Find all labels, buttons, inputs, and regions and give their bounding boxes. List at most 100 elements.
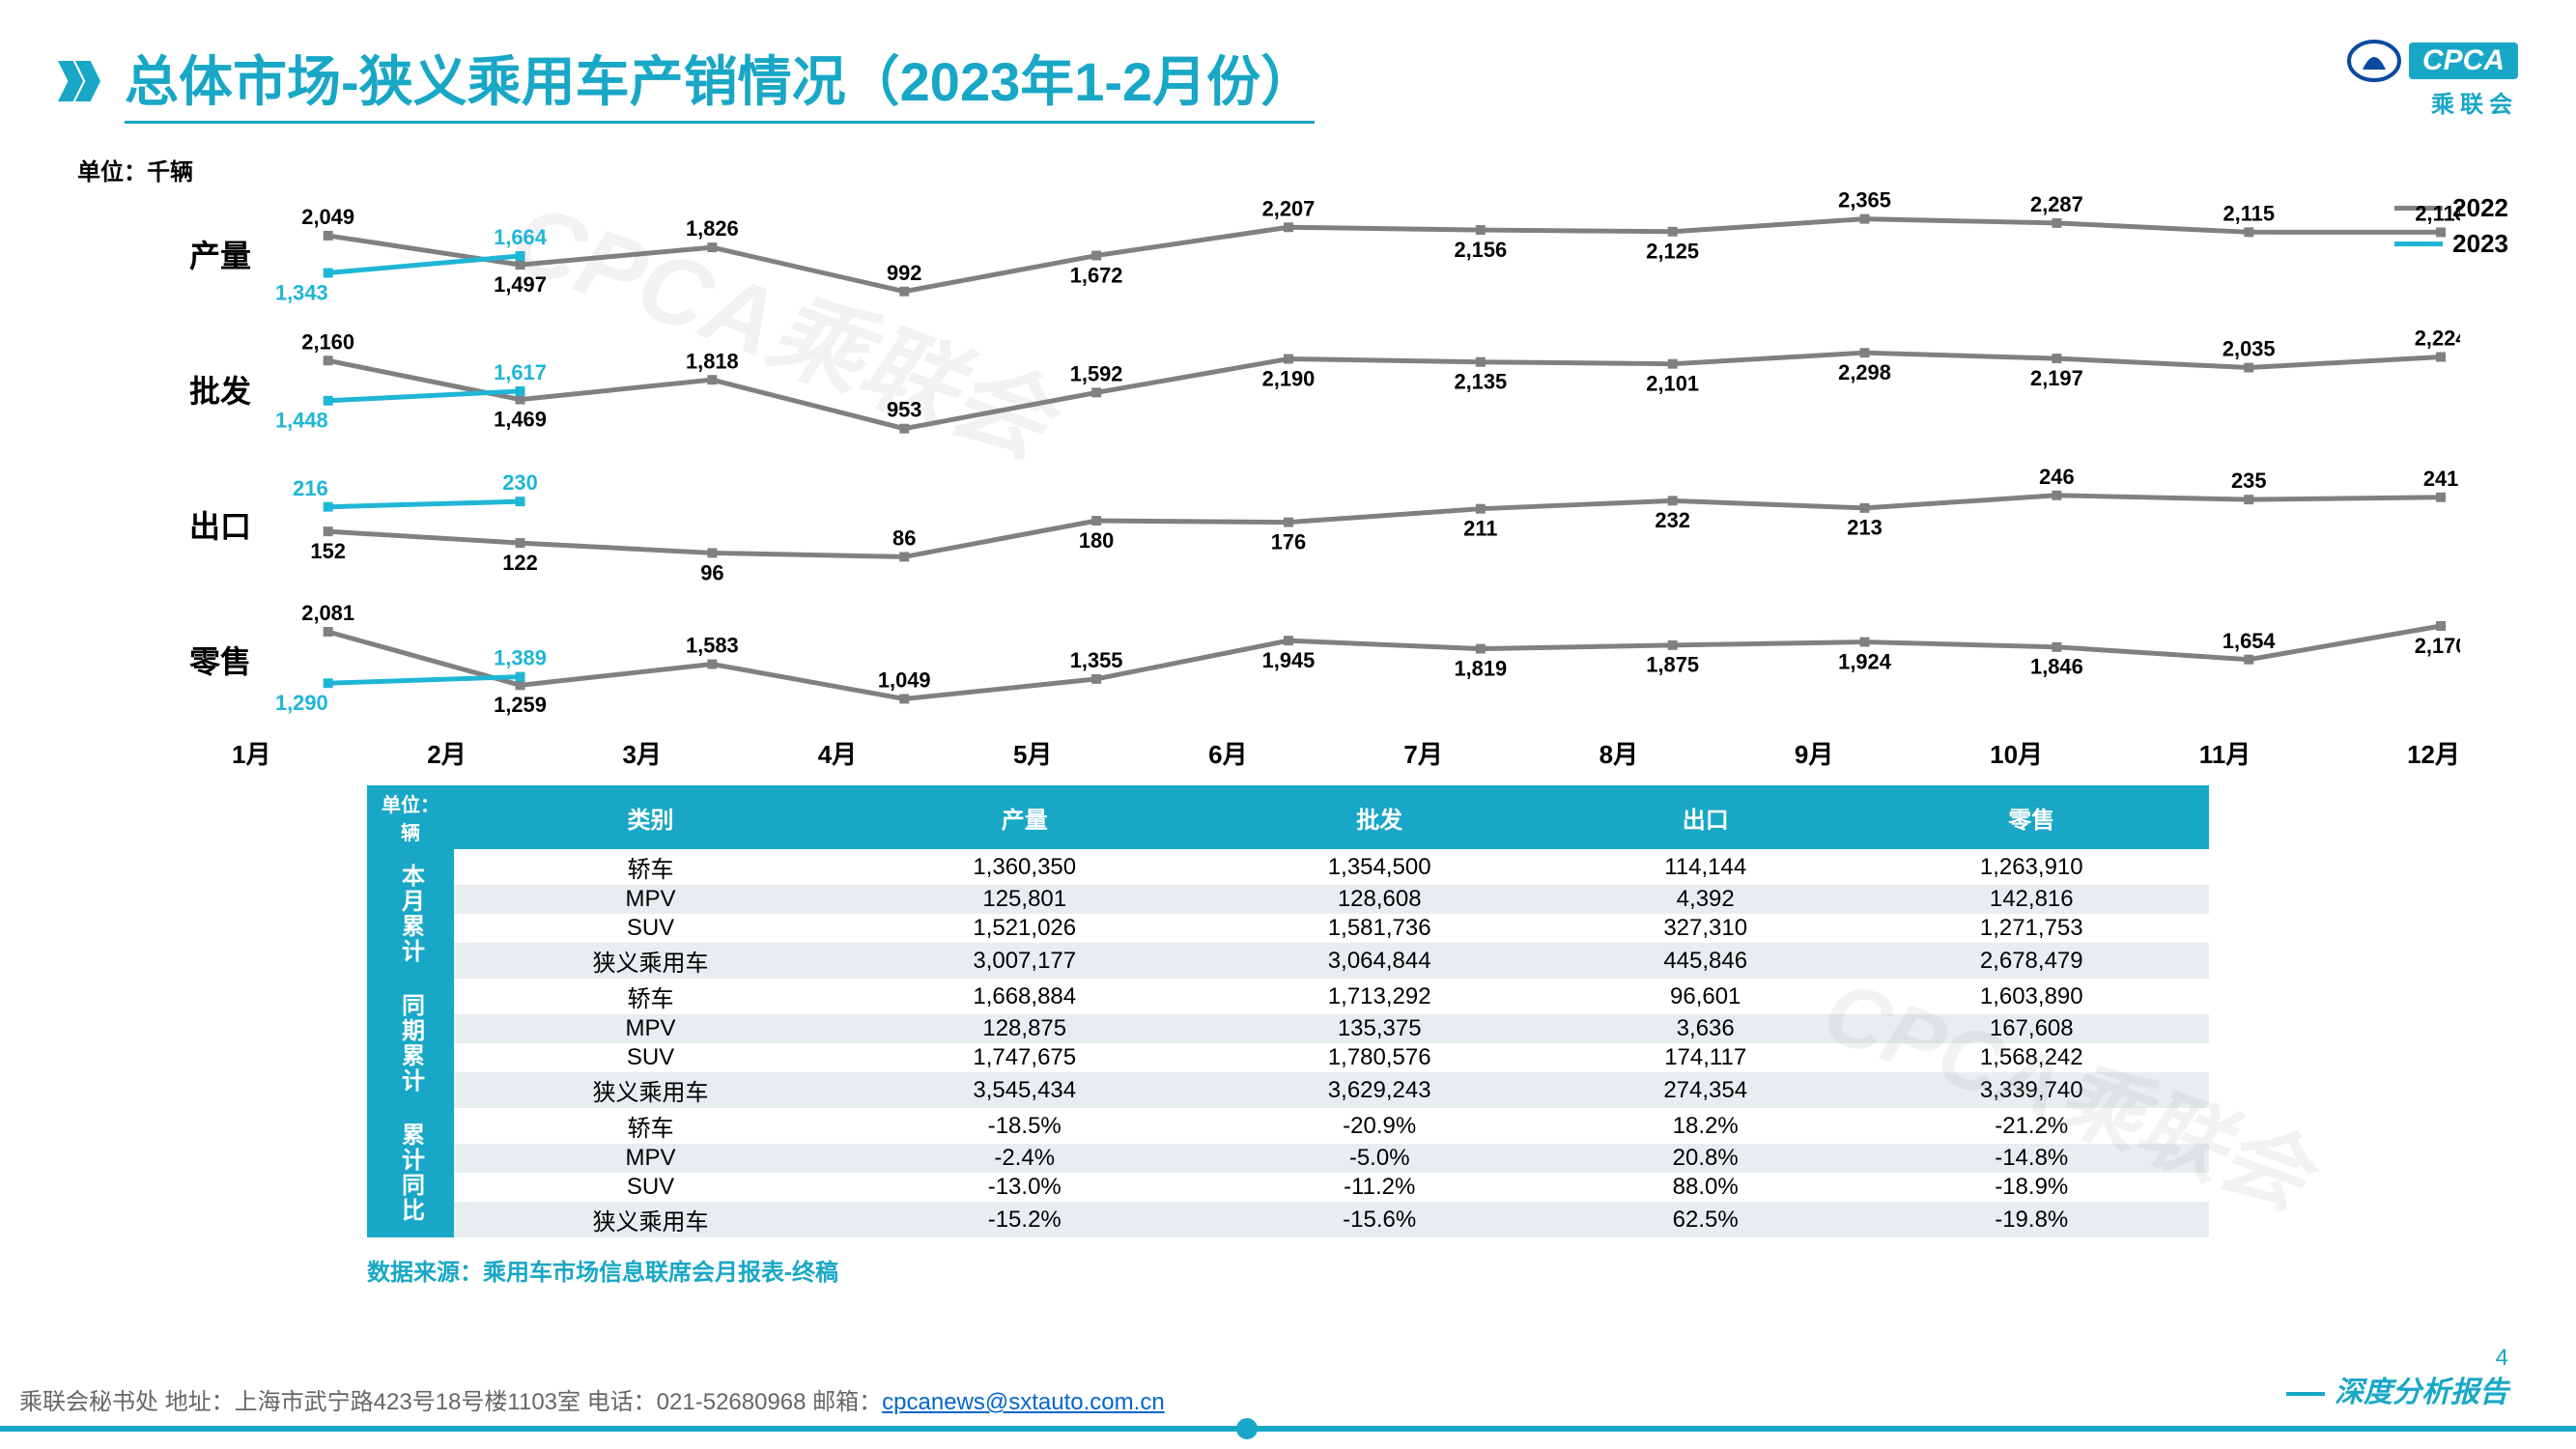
table-header: 产量 — [847, 785, 1202, 849]
svg-text:1,448: 1,448 — [275, 409, 328, 433]
svg-text:2,207: 2,207 — [1262, 196, 1316, 220]
svg-text:232: 232 — [1655, 508, 1689, 532]
svg-text:2,190: 2,190 — [1262, 366, 1316, 390]
table-cell: 3,636 — [1557, 1014, 1854, 1043]
table-cell: 轿车 — [454, 1108, 847, 1144]
svg-text:122: 122 — [502, 551, 537, 575]
table-cell: 18.2% — [1557, 1108, 1854, 1144]
month-label: 4月 — [818, 735, 857, 771]
svg-text:2,115: 2,115 — [2223, 201, 2276, 225]
table-cell: 1,271,753 — [1854, 914, 2209, 943]
table-cell: MPV — [454, 1014, 847, 1043]
table-cell: 135,375 — [1202, 1014, 1556, 1043]
svg-text:1,654: 1,654 — [2222, 629, 2277, 653]
table-cell: -2.4% — [847, 1144, 1202, 1173]
svg-text:246: 246 — [2039, 465, 2074, 489]
chart-area: 产量2,0491,4971,8269921,6722,2072,1562,125… — [174, 186, 2460, 766]
svg-text:2,287: 2,287 — [2030, 192, 2083, 216]
svg-text:241: 241 — [2423, 467, 2458, 491]
month-label: 8月 — [1599, 735, 1638, 771]
svg-text:2,170: 2,170 — [2415, 634, 2460, 658]
table-cell: 3,339,740 — [1854, 1072, 2209, 1108]
table-cell: 狭义乘用车 — [454, 1072, 847, 1108]
footer-email[interactable]: cpcanews@sxtauto.com.cn — [882, 1389, 1165, 1415]
table-cell: 3,064,844 — [1202, 943, 1556, 979]
table-cell: MPV — [454, 1144, 847, 1173]
data-table: 单位：辆类别产量批发出口零售本月累计轿车1,360,3501,354,50011… — [367, 785, 2209, 1237]
footer-left: 乘联会秘书处 地址：上海市武宁路423号18号楼1103室 电话：021-526… — [19, 1382, 1165, 1416]
table-cell: 114,144 — [1557, 849, 1854, 885]
logo: CPCA 乘联会 — [2345, 39, 2518, 119]
svg-text:1,497: 1,497 — [494, 272, 547, 297]
table-cell: MPV — [454, 885, 847, 914]
chart-unit: 单位：千辆 — [77, 153, 2518, 186]
table-cell: SUV — [454, 914, 847, 943]
table-cell: 3,629,243 — [1202, 1072, 1556, 1108]
month-label: 7月 — [1403, 735, 1442, 771]
data-source: 数据来源：乘用车市场信息联席会月报表-终稿 — [367, 1253, 2518, 1287]
svg-text:213: 213 — [1847, 516, 1882, 540]
legend-2022: 2022 — [2452, 193, 2508, 223]
table-cell: 2,678,479 — [1854, 943, 2209, 979]
table-cell: 274,354 — [1557, 1072, 1854, 1108]
svg-text:2,049: 2,049 — [301, 205, 354, 229]
table-cell: 1,747,675 — [847, 1043, 1202, 1072]
cada-logo-icon — [2345, 39, 2403, 83]
table-cell: -18.9% — [1854, 1173, 2209, 1202]
svg-text:2,135: 2,135 — [1454, 370, 1507, 394]
table-cell: 142,816 — [1854, 885, 2209, 914]
svg-text:1,343: 1,343 — [275, 280, 328, 304]
table-cell: -14.8% — [1854, 1144, 2209, 1173]
table-cell: 1,521,026 — [847, 914, 1202, 943]
month-label: 6月 — [1208, 735, 1247, 771]
svg-text:1,875: 1,875 — [1646, 653, 1699, 677]
svg-text:235: 235 — [2231, 469, 2266, 493]
svg-text:1,355: 1,355 — [1070, 648, 1123, 672]
legend-2023: 2023 — [2452, 229, 2508, 259]
table-cell: 1,780,576 — [1202, 1043, 1556, 1072]
table-cell: 1,581,736 — [1202, 914, 1556, 943]
table-cell: 轿车 — [454, 979, 847, 1014]
table-cell: 1,603,890 — [1854, 979, 2209, 1014]
table-unit: 单位：辆 — [367, 785, 454, 849]
footer-right: 深度分析报告 — [2286, 1368, 2508, 1410]
svg-text:2,156: 2,156 — [1454, 238, 1507, 262]
x-axis: 1月2月3月4月5月6月7月8月9月10月11月12月 — [174, 735, 2460, 771]
table-cell: 174,117 — [1557, 1043, 1854, 1072]
table-cell: 88.0% — [1557, 1173, 1854, 1202]
table-cell: 1,360,350 — [847, 849, 1202, 885]
table-cell: 狭义乘用车 — [454, 1202, 847, 1237]
title-row: 总体市场-狭义乘用车产销情况（2023年1-2月份） — [58, 39, 2518, 124]
svg-text:2,125: 2,125 — [1646, 240, 1699, 264]
table-cell: 96,601 — [1557, 979, 1854, 1014]
table-cell: 327,310 — [1557, 914, 1854, 943]
svg-text:176: 176 — [1271, 529, 1306, 554]
table-cell: -21.2% — [1854, 1108, 2209, 1144]
footer-bar — [0, 1426, 2576, 1432]
svg-text:2,113: 2,113 — [2415, 201, 2460, 225]
svg-text:86: 86 — [892, 526, 916, 550]
month-label: 1月 — [232, 735, 270, 771]
month-label: 9月 — [1795, 735, 1833, 771]
chart-row-出口: 出口15212296861801762112322132462352412162… — [174, 457, 2460, 592]
svg-text:2,224: 2,224 — [2415, 327, 2460, 351]
table-cell: SUV — [454, 1043, 847, 1072]
page-title: 总体市场-狭义乘用车产销情况（2023年1-2月份） — [125, 39, 1315, 124]
table-cell: 4,392 — [1557, 885, 1854, 914]
svg-text:953: 953 — [887, 398, 921, 422]
month-label: 3月 — [622, 735, 661, 771]
table-cell: -13.0% — [847, 1173, 1202, 1202]
table-cell: -18.5% — [847, 1108, 1202, 1144]
svg-text:2,298: 2,298 — [1838, 360, 1891, 384]
chart-row-批发: 批发2,1601,4691,8189531,5922,1902,1352,101… — [174, 322, 2460, 457]
table-header: 零售 — [1854, 785, 2209, 849]
svg-text:152: 152 — [310, 539, 345, 563]
svg-text:230: 230 — [502, 470, 537, 495]
svg-text:1,826: 1,826 — [686, 216, 739, 241]
chart-row-产量: 产量2,0491,4971,8269921,6722,2072,1562,125… — [174, 186, 2460, 322]
table-cell: -15.6% — [1202, 1202, 1556, 1237]
svg-text:1,924: 1,924 — [1838, 649, 1892, 673]
svg-text:2,101: 2,101 — [1646, 372, 1699, 396]
svg-text:1,664: 1,664 — [494, 225, 548, 249]
svg-text:2,081: 2,081 — [301, 601, 354, 625]
